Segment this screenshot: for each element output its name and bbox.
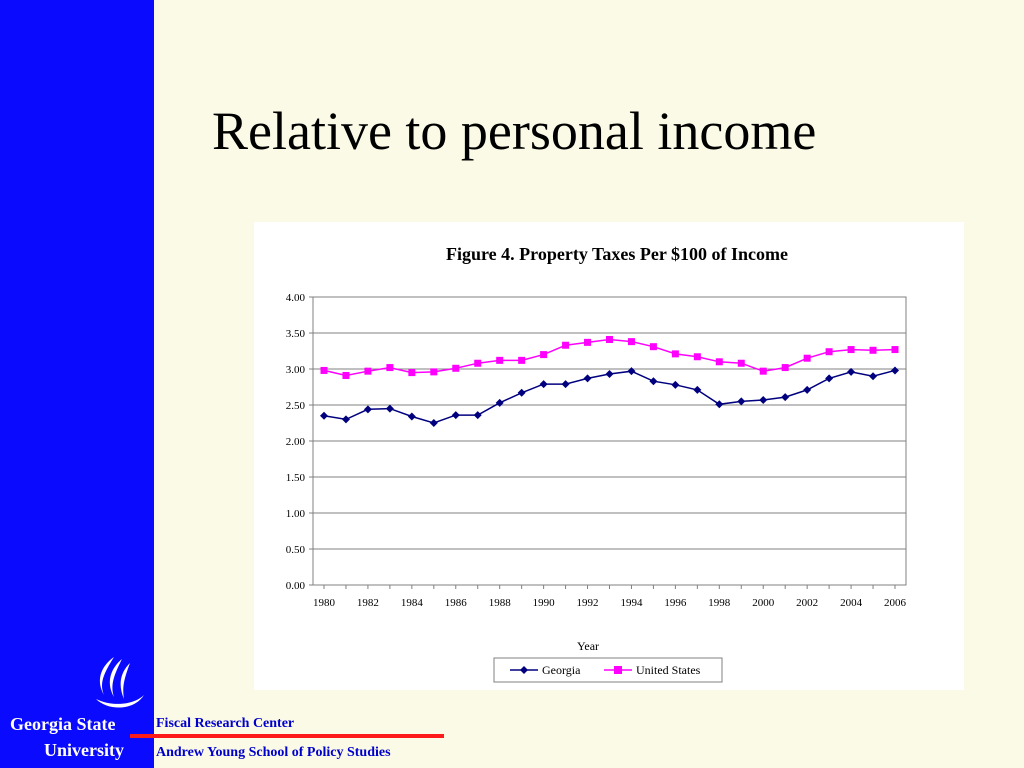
- x-tick-label-2: 1984: [401, 597, 424, 609]
- point-georgia-2005: [869, 372, 878, 381]
- sidebar-band: Georgia State University: [0, 0, 154, 768]
- x-tick-label-8: 1996: [664, 597, 687, 609]
- point-united-states-2003: [825, 348, 833, 356]
- point-united-states-1984: [408, 369, 416, 377]
- point-georgia-1995: [649, 377, 658, 386]
- point-georgia-1993: [605, 370, 614, 379]
- point-georgia-1989: [517, 388, 526, 397]
- point-georgia-1984: [407, 412, 416, 421]
- x-tick-label-6: 1992: [577, 597, 599, 609]
- legend-us-square-icon: [614, 666, 622, 674]
- point-united-states-1998: [715, 358, 723, 366]
- x-tick-label-5: 1990: [533, 597, 556, 609]
- chart-svg: Figure 4. Property Taxes Per $100 of Inc…: [286, 244, 907, 683]
- point-georgia-1981: [341, 415, 350, 424]
- point-georgia-2006: [891, 366, 899, 375]
- point-united-states-1982: [364, 367, 372, 375]
- point-united-states-1991: [562, 341, 570, 349]
- slide-title: Relative to personal income: [212, 101, 817, 161]
- point-georgia-1992: [583, 374, 592, 383]
- point-united-states-2005: [869, 346, 877, 354]
- point-georgia-1980: [320, 411, 328, 420]
- x-tick-label-11: 2002: [796, 597, 818, 609]
- point-united-states-1994: [627, 338, 635, 346]
- point-united-states-1985: [430, 368, 438, 376]
- point-united-states-2001: [781, 364, 789, 372]
- point-united-states-2002: [803, 354, 811, 362]
- x-tick-label-12: 2004: [840, 597, 863, 609]
- point-united-states-2000: [759, 367, 767, 375]
- point-united-states-1993: [606, 335, 613, 343]
- x-tick-label-13: 2006: [884, 597, 907, 609]
- point-united-states-1983: [386, 364, 394, 372]
- point-united-states-2004: [847, 346, 855, 354]
- point-georgia-2003: [825, 374, 834, 383]
- y-tick-label-6: 3.00: [286, 364, 306, 376]
- y-tick-label-0: 0.00: [286, 580, 306, 592]
- point-georgia-1997: [693, 385, 702, 394]
- point-georgia-2004: [847, 367, 856, 376]
- point-united-states-2006: [891, 346, 899, 354]
- y-tick-label-5: 2.50: [286, 400, 306, 412]
- point-georgia-1988: [495, 398, 504, 407]
- series-layer: [320, 335, 899, 427]
- x-axis-label: Year: [577, 639, 599, 653]
- y-tick-label-3: 1.50: [286, 472, 306, 484]
- point-united-states-1997: [693, 353, 701, 361]
- point-georgia-2000: [759, 395, 768, 404]
- x-tick-label-3: 1986: [445, 597, 468, 609]
- legend-us-label: United States: [636, 663, 701, 677]
- point-united-states-1980: [320, 366, 328, 374]
- point-united-states-1981: [342, 371, 350, 379]
- legend-georgia-label: Georgia: [542, 663, 581, 677]
- y-axis-ticks: 0.00 0.50 1.00 1.50 2.00 2.50 3.00 3.50 4.00: [286, 292, 313, 592]
- x-tick-label-1: 1982: [357, 597, 379, 609]
- point-united-states-1992: [584, 338, 592, 346]
- y-tick-label-8: 4.00: [286, 292, 306, 304]
- point-united-states-1988: [496, 356, 504, 364]
- point-united-states-1990: [540, 351, 548, 359]
- y-tick-label-1: 0.50: [286, 544, 306, 556]
- point-georgia-1991: [561, 380, 570, 389]
- x-tick-label-0: 1980: [313, 597, 336, 609]
- point-georgia-1998: [715, 400, 724, 409]
- chart-title: Figure 4. Property Taxes Per $100 of Inc…: [446, 244, 788, 264]
- point-georgia-2002: [803, 385, 812, 394]
- point-united-states-1996: [671, 350, 679, 358]
- point-georgia-1994: [627, 367, 636, 376]
- point-united-states-1995: [649, 343, 657, 351]
- point-georgia-1983: [385, 404, 394, 413]
- university-name-line2: University: [44, 740, 124, 760]
- point-united-states-1987: [474, 359, 482, 367]
- point-georgia-1996: [671, 380, 680, 389]
- point-georgia-1999: [737, 397, 746, 406]
- y-tick-label-4: 2.00: [286, 436, 306, 448]
- point-united-states-1999: [737, 359, 745, 367]
- legend-georgia-diamond-icon: [520, 666, 528, 674]
- point-georgia-1990: [539, 380, 548, 389]
- x-tick-label-7: 1994: [620, 597, 643, 609]
- footer-andrew-young-school: Andrew Young School of Policy Studies: [156, 745, 391, 760]
- x-tick-label-9: 1998: [708, 597, 731, 609]
- point-georgia-1987: [473, 411, 482, 420]
- point-georgia-1982: [363, 405, 372, 414]
- point-georgia-1986: [451, 411, 460, 420]
- point-united-states-1986: [452, 364, 460, 372]
- chart-panel: Figure 4. Property Taxes Per $100 of Inc…: [254, 222, 964, 690]
- gridlines: [313, 332, 906, 550]
- point-united-states-1989: [518, 356, 526, 364]
- x-tick-label-10: 2000: [752, 597, 775, 609]
- point-georgia-1985: [429, 419, 438, 427]
- y-tick-label-2: 1.00: [286, 508, 306, 520]
- university-name-line1: Georgia State: [10, 714, 116, 734]
- point-georgia-2001: [781, 393, 790, 402]
- footer-fiscal-research-center: Fiscal Research Center: [156, 716, 295, 731]
- legend: Georgia United States: [493, 657, 723, 683]
- y-tick-label-7: 3.50: [286, 328, 306, 340]
- red-divider-rule: [130, 734, 444, 738]
- flame-logo-icon: [96, 657, 144, 708]
- x-tick-label-4: 1988: [489, 597, 512, 609]
- x-axis-ticks: 1980 1982 1984 1986 1988 1990 1992 1994 1996 1998…: [313, 585, 907, 609]
